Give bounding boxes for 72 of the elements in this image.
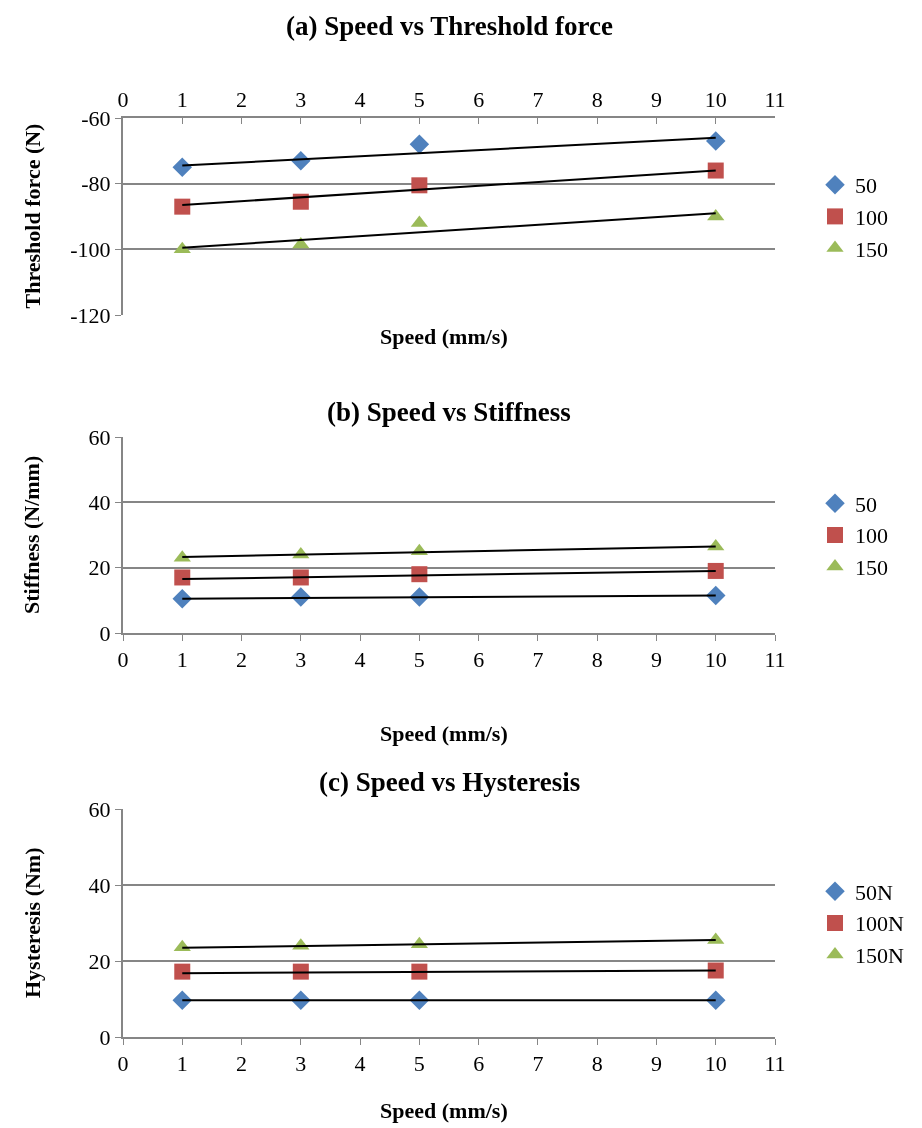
x-tick-label: 4: [354, 1051, 366, 1077]
chart-title: (c) Speed vs Hysteresis: [319, 767, 581, 797]
x-tick-label: 8: [591, 87, 603, 113]
y-axis-title: Threshold force (N): [19, 123, 45, 309]
point: [172, 157, 193, 177]
x-tick-label: 5: [413, 1051, 425, 1077]
chart-title: (a) Speed vs Threshold force: [286, 11, 614, 41]
x-tick-label: 7: [532, 1051, 544, 1077]
legend-label: 150: [855, 236, 888, 262]
y-tick-label: 40: [88, 872, 111, 898]
x-tick-label: 3: [295, 647, 307, 673]
x-tick-label: 11: [764, 87, 786, 113]
x-tick-label: 6: [473, 1051, 485, 1077]
legend-label: 50: [855, 173, 877, 199]
point: [409, 134, 430, 155]
x-tick-label: 3: [295, 87, 307, 113]
y-tick-label: 0: [99, 1024, 111, 1050]
x-tick-label: 9: [650, 1051, 662, 1077]
x-tick-label: 0: [117, 647, 129, 673]
x-axis-title: Speed (mm/s): [380, 721, 508, 746]
y-tick-label: 0: [99, 620, 111, 646]
x-tick-label: 2: [236, 647, 248, 673]
x-tick-label: 11: [764, 1051, 786, 1077]
x-tick-label: 7: [532, 647, 544, 673]
x-tick-label: 6: [473, 647, 485, 673]
legend-label: 50N: [855, 879, 893, 905]
x-tick-label: 4: [354, 647, 366, 673]
x-tick-label: 3: [295, 1051, 307, 1077]
point: [707, 162, 724, 179]
x-tick-label: 4: [354, 87, 366, 113]
x-tick-label: 10: [704, 87, 727, 113]
x-tick-label: 9: [650, 87, 662, 113]
legend-label: 50: [855, 491, 877, 517]
x-tick-label: 10: [704, 1051, 727, 1077]
x-tick-label: 10: [704, 647, 727, 673]
point: [174, 198, 191, 215]
x-tick-label: 1: [176, 1051, 188, 1077]
x-tick-label: 7: [532, 87, 544, 113]
x-tick-label: 8: [591, 647, 603, 673]
point: [173, 241, 191, 254]
x-tick-label: 0: [117, 87, 129, 113]
legend-label: 150: [855, 555, 888, 581]
x-tick-label: 5: [413, 87, 425, 113]
x-tick-label: 5: [413, 647, 425, 673]
y-tick-label: -100: [70, 237, 111, 263]
x-tick-label: 1: [176, 87, 188, 113]
x-tick-label: 11: [764, 647, 786, 673]
legend-label: 150N: [855, 943, 904, 969]
x-tick-label: 0: [117, 1051, 129, 1077]
chart-title: (b) Speed vs Stiffness: [327, 397, 571, 427]
x-tick-label: 1: [176, 647, 188, 673]
legend-label: 100N: [855, 911, 904, 937]
point: [705, 131, 726, 151]
legend-label: 100: [855, 523, 888, 549]
x-tick-label: 2: [236, 1051, 248, 1077]
y-axis-title: Hysteresis (Nm): [20, 847, 45, 998]
y-tick-label: 60: [88, 796, 111, 822]
x-tick-label: 2: [236, 87, 248, 113]
y-tick-label: -120: [70, 302, 111, 328]
y-tick-label: 40: [88, 490, 111, 516]
legend-label: 100: [855, 204, 888, 230]
x-tick-label: 6: [473, 87, 485, 113]
x-axis-title: Speed (mm/s): [380, 324, 508, 349]
y-tick-label: -80: [81, 171, 111, 197]
x-tick-label: 9: [650, 647, 662, 673]
y-tick-label: 20: [88, 948, 111, 974]
y-tick-label: 60: [88, 424, 111, 450]
x-axis-title: Speed (mm/s): [380, 1098, 508, 1123]
x-tick-label: 8: [591, 1051, 603, 1077]
y-tick-label: -60: [81, 105, 111, 131]
y-axis-title: Stiffness (N/mm): [19, 455, 44, 614]
y-tick-label: 20: [88, 555, 111, 581]
